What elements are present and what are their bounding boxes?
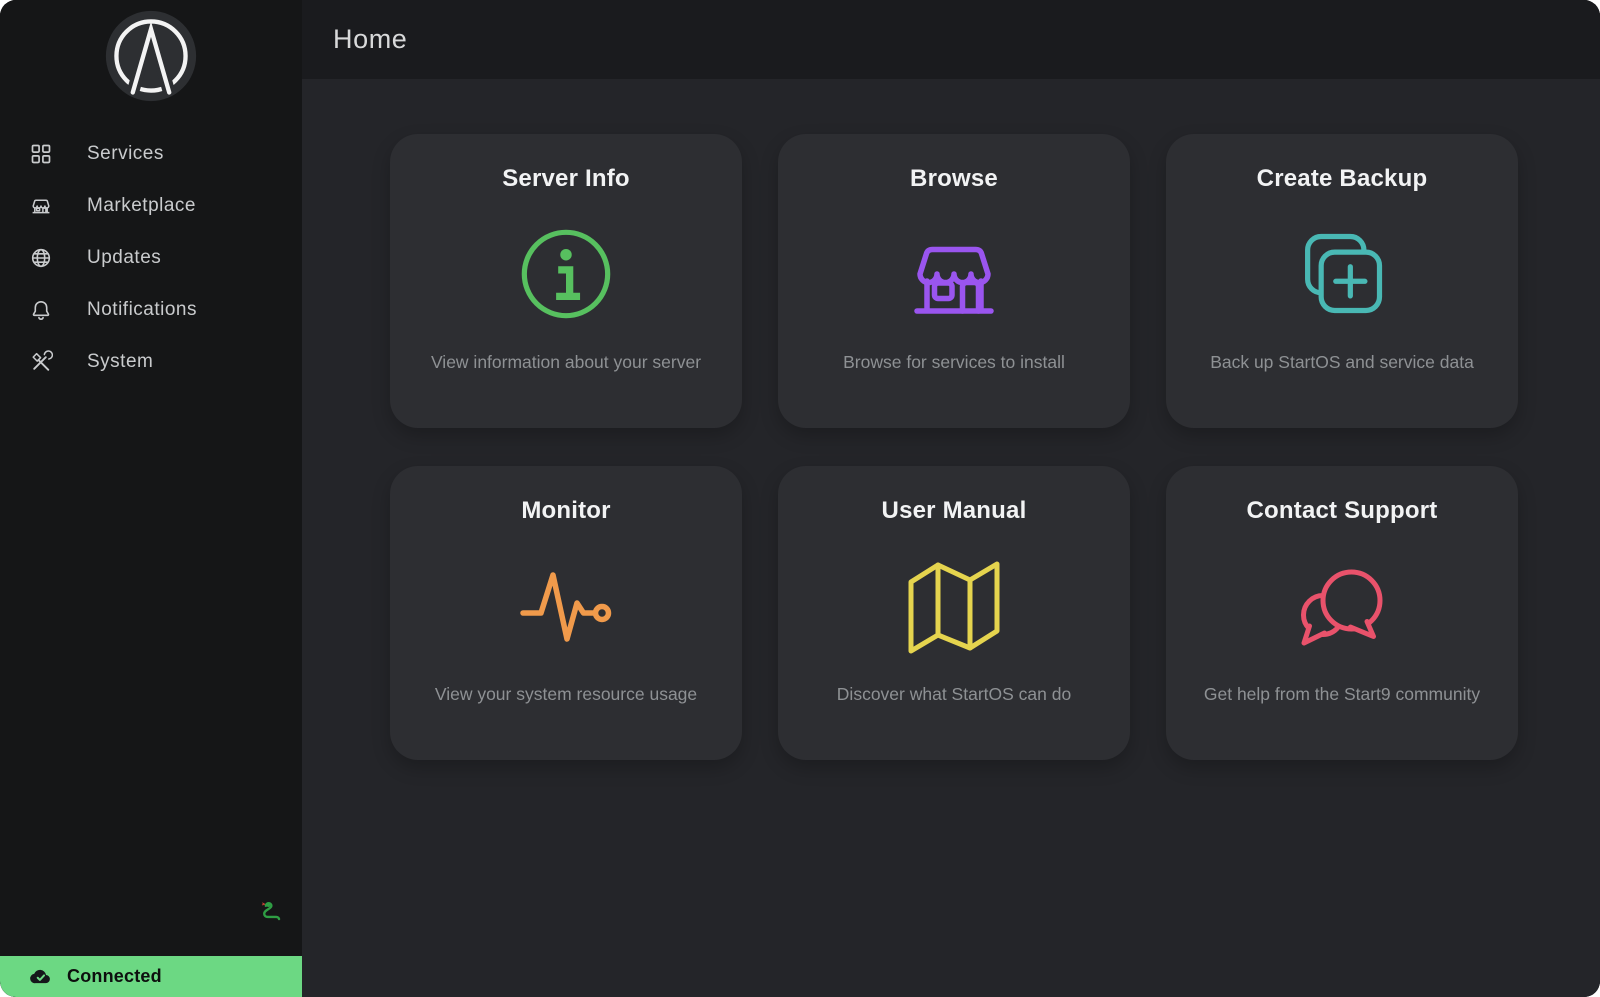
sidebar-item-system[interactable]: System bbox=[0, 336, 302, 388]
card-title: Create Backup bbox=[1256, 165, 1428, 192]
sidebar-item-services[interactable]: Services bbox=[0, 128, 302, 180]
cloud-check-icon bbox=[28, 964, 53, 989]
sidebar-item-label: Services bbox=[87, 143, 164, 164]
sidebar-item-label: Marketplace bbox=[87, 195, 196, 216]
card-title: Browse bbox=[910, 165, 998, 192]
contact-support-card[interactable]: Contact Support Get help from the Start9… bbox=[1166, 466, 1518, 760]
connection-status-bar[interactable]: Connected bbox=[0, 956, 302, 997]
bell-icon bbox=[29, 298, 53, 322]
home-content: Server Info View information about your … bbox=[302, 79, 1600, 997]
card-title: Contact Support bbox=[1246, 497, 1438, 524]
grid-icon bbox=[29, 142, 53, 166]
main-area: Home Server Info View information about … bbox=[302, 0, 1600, 997]
sidebar-item-label: Updates bbox=[87, 247, 162, 268]
card-title: User Manual bbox=[881, 497, 1027, 524]
sidebar-item-marketplace[interactable]: Marketplace bbox=[0, 180, 302, 232]
sidebar-item-updates[interactable]: Updates bbox=[0, 232, 302, 284]
start9-logo bbox=[0, 8, 302, 104]
info-circle-icon bbox=[516, 224, 616, 324]
start9-logo-icon bbox=[105, 10, 197, 102]
sidebar-item-label: Notifications bbox=[87, 299, 197, 320]
card-description: Browse for services to install bbox=[843, 352, 1065, 372]
page-header: Home bbox=[302, 0, 1600, 79]
pulse-icon bbox=[516, 556, 616, 656]
card-description: View your system resource usage bbox=[434, 684, 698, 704]
user-manual-card[interactable]: User Manual Discover what StartOS can do bbox=[778, 466, 1130, 760]
create-backup-card[interactable]: Create Backup Back up StartOS and servic… bbox=[1166, 134, 1518, 428]
status-label: Connected bbox=[67, 966, 162, 986]
card-description: Back up StartOS and service data bbox=[1210, 352, 1474, 372]
home-cards-grid: Server Info View information about your … bbox=[390, 134, 1600, 760]
card-title: Server Info bbox=[502, 165, 630, 192]
browse-card[interactable]: Browse Browse for services to install bbox=[778, 134, 1130, 428]
map-icon bbox=[904, 556, 1004, 656]
sidebar-spacer bbox=[0, 388, 302, 900]
card-description: Discover what StartOS can do bbox=[836, 684, 1072, 704]
card-description: Get help from the Start9 community bbox=[1203, 684, 1481, 704]
snake-icon bbox=[260, 900, 282, 922]
monitor-card[interactable]: Monitor View your system resource usage bbox=[390, 466, 742, 760]
server-info-card[interactable]: Server Info View information about your … bbox=[390, 134, 742, 428]
card-description: View information about your server bbox=[430, 352, 702, 372]
sidebar-nav: Services Marketplace bbox=[0, 128, 302, 388]
card-title: Monitor bbox=[521, 497, 611, 524]
globe-icon bbox=[29, 246, 53, 270]
storefront-icon bbox=[904, 224, 1004, 324]
sidebar-item-label: System bbox=[87, 351, 154, 372]
page-title: Home bbox=[333, 24, 408, 54]
duplicate-plus-icon bbox=[1292, 224, 1392, 324]
storefront-icon bbox=[29, 194, 53, 218]
sidebar-item-notifications[interactable]: Notifications bbox=[0, 284, 302, 336]
sidebar: Services Marketplace bbox=[0, 0, 302, 997]
tools-icon bbox=[29, 350, 53, 374]
chat-bubbles-icon bbox=[1292, 556, 1392, 656]
